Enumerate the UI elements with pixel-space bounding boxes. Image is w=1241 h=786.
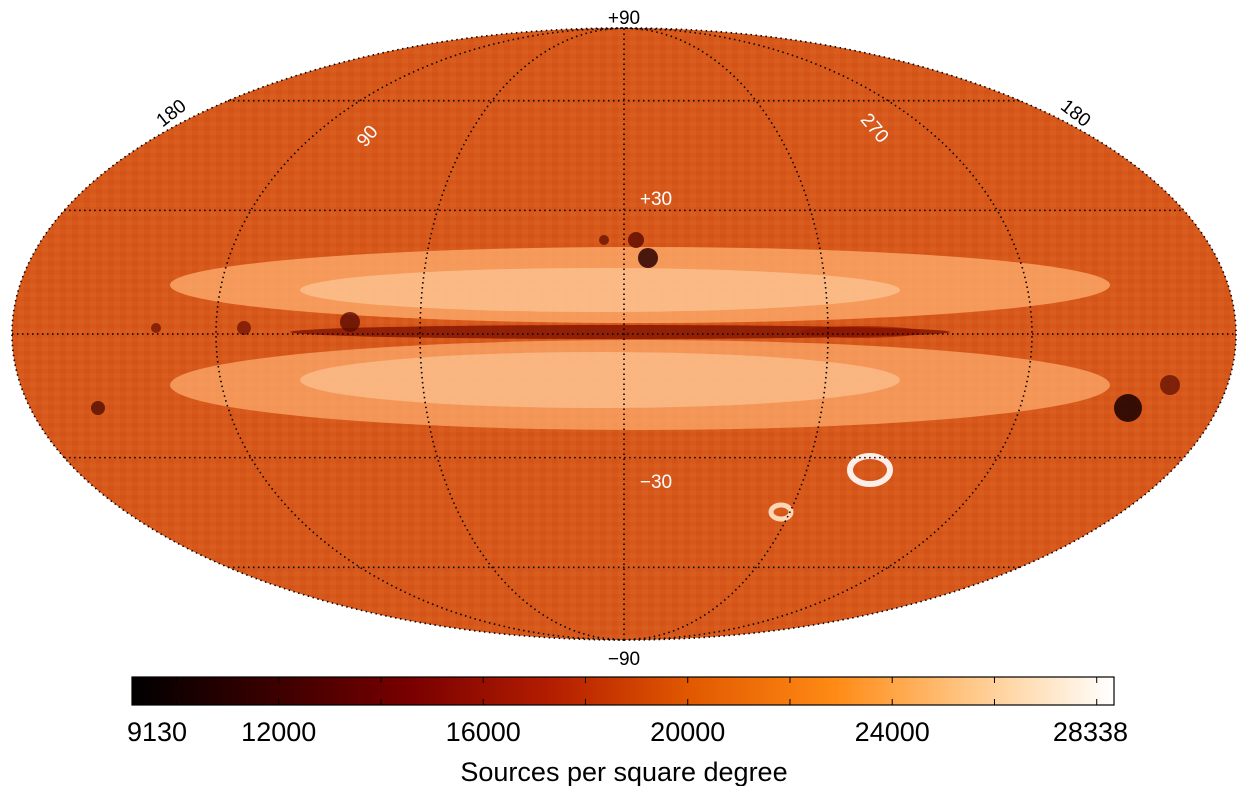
map-outline <box>11 27 1237 641</box>
dark-spot <box>91 401 105 415</box>
galactic-plane-dark-lane <box>290 325 950 339</box>
dark-spot <box>599 235 609 245</box>
graticule <box>12 27 1236 641</box>
dark-spot <box>340 312 360 332</box>
dark-spot <box>638 248 658 268</box>
dark-spot <box>1160 375 1180 395</box>
label-south-pole: −90 <box>608 649 640 670</box>
dark-spot <box>628 232 644 248</box>
label-north-pole: +90 <box>608 8 640 29</box>
colorbar-minor-ticks <box>175 677 1098 705</box>
colorbar-tick-label: 20000 <box>650 717 725 747</box>
label-lat-minus30: −30 <box>640 472 672 493</box>
colorbar-tick-label: 12000 <box>241 717 316 747</box>
colorbar-tick-label: 16000 <box>446 717 521 747</box>
bright-band-south-core <box>300 352 900 408</box>
map-features <box>91 232 1180 522</box>
colorbar-bar <box>131 676 1115 706</box>
dark-spot <box>1114 394 1142 422</box>
colorbar: 9130 12000 16000 20000 24000 28338 Sources pe… <box>127 676 1128 786</box>
colorbar-tick-label: 28338 <box>1053 717 1128 747</box>
label-lat-plus30: +30 <box>640 189 672 210</box>
meridian-line <box>623 27 829 641</box>
colorbar-tick-label: 9130 <box>127 717 187 747</box>
colorbar-title: Sources per square degree <box>460 757 787 786</box>
bright-ring-small <box>768 502 794 522</box>
colorbar-tick-labels: 9130 12000 16000 20000 24000 28338 <box>127 717 1128 747</box>
galactic-plane-dark-lane-right <box>800 326 920 338</box>
dark-spot <box>151 323 161 333</box>
bright-band-north-core <box>300 268 900 312</box>
colorbar-tick-label: 24000 <box>855 717 930 747</box>
bright-ring-large <box>847 453 893 487</box>
mollweide-map <box>11 27 1237 641</box>
latitude-labels: +90 +30 −30 −90 <box>608 8 672 670</box>
meridian-line <box>419 27 625 641</box>
dark-spot <box>237 321 251 335</box>
